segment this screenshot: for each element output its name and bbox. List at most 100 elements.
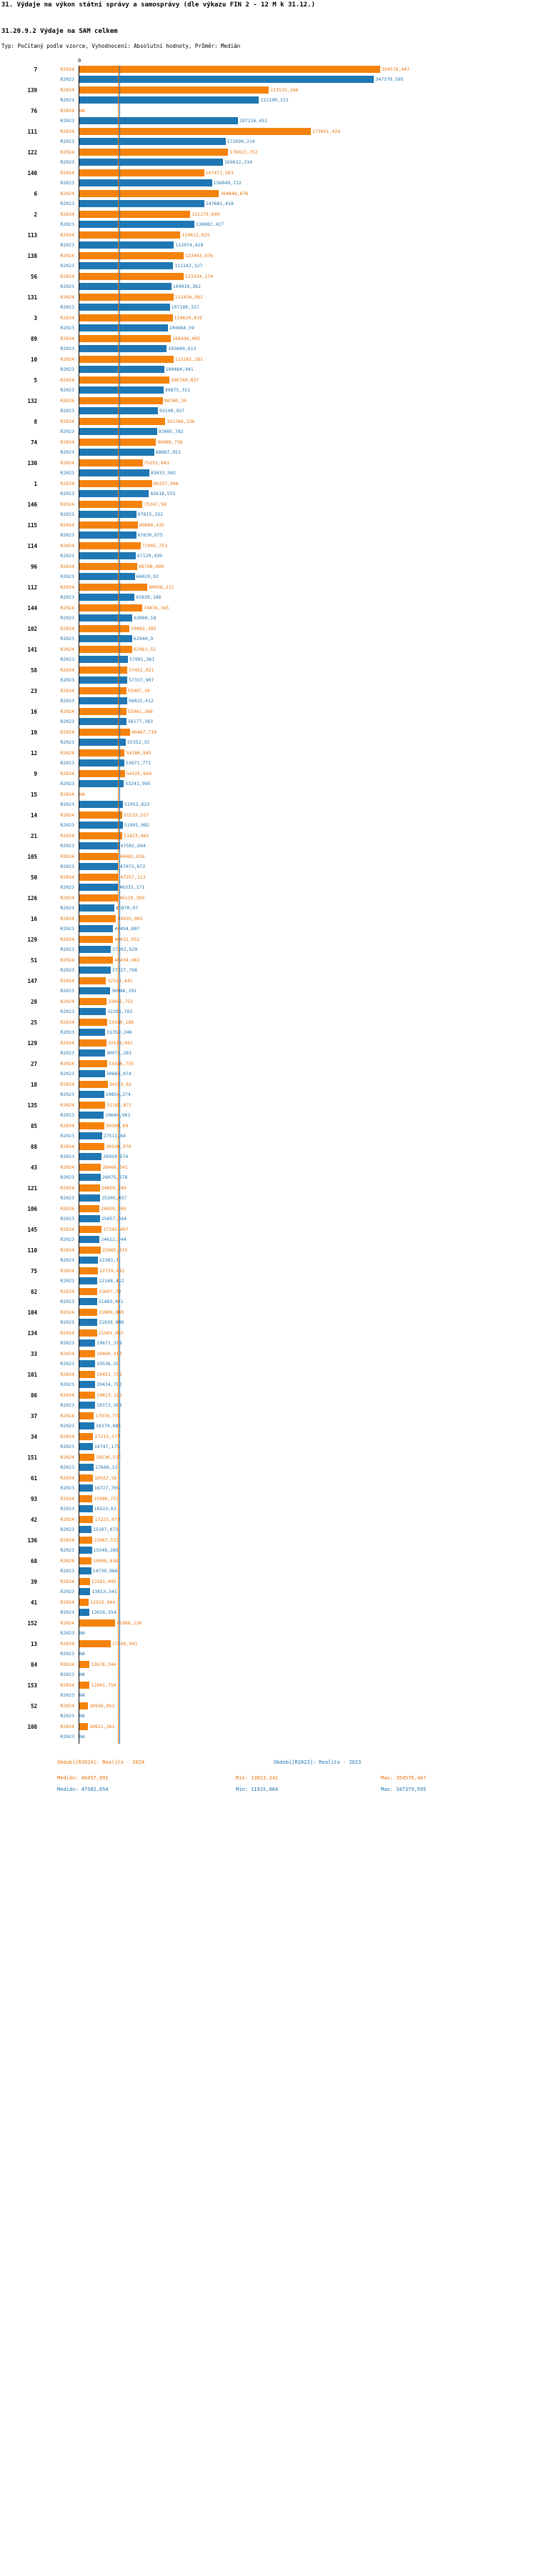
bar-row-r2023[interactable]: R2023 36946,291 bbox=[0, 987, 536, 994]
bar-r2023[interactable] bbox=[79, 904, 114, 912]
bar-row-r2023[interactable]: R2023 26959,574 bbox=[0, 1153, 536, 1160]
bar-r2023[interactable] bbox=[79, 1319, 98, 1326]
bar-row-r2024[interactable]: 43 R2024 26466,341 bbox=[0, 1164, 536, 1171]
bar-row-r2023[interactable]: R2023 109018,362 bbox=[0, 283, 536, 290]
bar-r2023[interactable] bbox=[79, 1484, 93, 1492]
bar-row-r2024[interactable]: 19 R2024 60467,719 bbox=[0, 729, 536, 736]
bar-r2024[interactable] bbox=[79, 625, 130, 632]
bar-row-r2024[interactable]: 21 R2024 51423,462 bbox=[0, 832, 536, 839]
bar-r2024[interactable] bbox=[79, 708, 126, 715]
bar-r2024[interactable] bbox=[79, 646, 132, 653]
bar-row-r2023[interactable]: R2023 NA bbox=[0, 1712, 536, 1719]
bar-r2023[interactable] bbox=[79, 884, 119, 891]
bar-row-r2024[interactable]: 135 R2024 31185,871 bbox=[0, 1102, 536, 1109]
bar-r2024[interactable] bbox=[79, 480, 152, 487]
bar-r2024[interactable] bbox=[79, 211, 191, 218]
bar-row-r2023[interactable]: R2023 41870,07 bbox=[0, 904, 536, 912]
bar-row-r2023[interactable]: R2023 169632,314 bbox=[0, 159, 536, 166]
bar-r2023[interactable] bbox=[79, 801, 123, 808]
bar-r2024[interactable] bbox=[79, 687, 126, 694]
bar-row-r2024[interactable]: 115 R2024 69686,435 bbox=[0, 521, 536, 529]
bar-r2024[interactable] bbox=[79, 853, 119, 860]
bar-r2023[interactable] bbox=[79, 449, 154, 456]
bar-row-r2024[interactable]: 105 R2024 46483,816 bbox=[0, 853, 536, 860]
bar-r2023[interactable] bbox=[79, 1049, 105, 1057]
bar-row-r2023[interactable]: R2023 19671,318 bbox=[0, 1339, 536, 1347]
bar-row-r2024[interactable]: 144 R2024 74876,345 bbox=[0, 604, 536, 611]
bar-row-r2023[interactable]: R2023 19434,792 bbox=[0, 1381, 536, 1388]
bar-row-r2023[interactable]: R2023 53671,771 bbox=[0, 759, 536, 767]
bar-row-r2024[interactable]: 10 R2024 111581,281 bbox=[0, 356, 536, 363]
bar-r2024[interactable] bbox=[79, 1039, 106, 1047]
bar-row-r2023[interactable]: R2023 172690,214 bbox=[0, 138, 536, 145]
bar-row-r2023[interactable]: R2023 65839,186 bbox=[0, 594, 536, 601]
bar-r2024[interactable] bbox=[79, 1392, 96, 1399]
bar-row-r2024[interactable]: 85 R2024 30289,69 bbox=[0, 1122, 536, 1129]
bar-r2023[interactable] bbox=[79, 469, 149, 476]
bar-r2023[interactable] bbox=[79, 967, 111, 974]
bar-row-r2023[interactable]: R2023 111142,327 bbox=[0, 262, 536, 269]
bar-row-r2023[interactable]: R2023 NA bbox=[0, 1650, 536, 1657]
bar-row-r2023[interactable]: R2023 25057,344 bbox=[0, 1215, 536, 1222]
bar-r2024[interactable] bbox=[79, 1205, 100, 1212]
bar-r2023[interactable] bbox=[79, 511, 137, 518]
bar-r2024[interactable] bbox=[79, 1102, 106, 1109]
bar-r2023[interactable] bbox=[79, 428, 157, 435]
bar-row-r2023[interactable]: R2023 46333,171 bbox=[0, 884, 536, 891]
bar-row-r2024[interactable]: 146 R2024 75167,58 bbox=[0, 501, 536, 508]
bar-r2023[interactable] bbox=[79, 304, 170, 311]
bar-row-r2024[interactable]: 51 R2024 40434,402 bbox=[0, 957, 536, 964]
bar-row-r2024[interactable]: 108 R2024 10911,381 bbox=[0, 1723, 536, 1730]
bar-row-r2023[interactable]: R2023 56177,363 bbox=[0, 718, 536, 725]
bar-r2024[interactable] bbox=[79, 1412, 94, 1419]
bar-r2024[interactable] bbox=[79, 252, 184, 259]
bar-r2023[interactable] bbox=[79, 200, 204, 207]
bar-row-r2023[interactable]: R2023 26075,678 bbox=[0, 1174, 536, 1181]
bar-r2024[interactable] bbox=[79, 604, 143, 611]
bar-r2024[interactable] bbox=[79, 1578, 90, 1585]
bar-r2024[interactable] bbox=[79, 128, 311, 135]
bar-r2023[interactable] bbox=[79, 1381, 96, 1388]
bar-row-r2023[interactable]: R2023 NA bbox=[0, 1733, 536, 1740]
bar-r2023[interactable] bbox=[79, 386, 164, 394]
bar-row-r2023[interactable]: R2023 37527,798 bbox=[0, 967, 536, 974]
bar-row-r2024[interactable]: 126 R2024 46129,399 bbox=[0, 894, 536, 902]
bar-row-r2024[interactable]: 15 R2024 NA bbox=[0, 791, 536, 798]
bar-r2024[interactable] bbox=[79, 1433, 94, 1440]
bar-row-r2024[interactable]: 153 R2024 12991,754 bbox=[0, 1682, 536, 1689]
bar-r2023[interactable] bbox=[79, 946, 111, 953]
bar-row-r2023[interactable]: R2023 18379,085 bbox=[0, 1422, 536, 1429]
bar-row-r2023[interactable]: R2023 19372,388 bbox=[0, 1402, 536, 1409]
bar-r2024[interactable] bbox=[79, 190, 219, 197]
bar-r2024[interactable] bbox=[79, 1640, 111, 1647]
bar-row-r2024[interactable]: 9 R2024 54325,669 bbox=[0, 770, 536, 777]
bar-r2024[interactable] bbox=[79, 1682, 90, 1689]
bar-row-r2024[interactable]: 8 R2024 101788,336 bbox=[0, 418, 536, 425]
bar-row-r2024[interactable]: 2 R2024 131279,649 bbox=[0, 211, 536, 218]
bar-row-r2023[interactable]: R2023 14739,966 bbox=[0, 1567, 536, 1574]
bar-r2023[interactable] bbox=[79, 1443, 93, 1450]
bar-r2024[interactable] bbox=[79, 335, 172, 342]
bar-r2024[interactable] bbox=[79, 812, 122, 819]
bar-r2024[interactable] bbox=[79, 1350, 96, 1357]
bar-row-r2023[interactable]: R2023 13020,554 bbox=[0, 1609, 536, 1616]
bar-row-r2024[interactable]: 58 R2024 57452,021 bbox=[0, 667, 536, 674]
bar-r2023[interactable] bbox=[79, 1464, 94, 1471]
bar-row-r2023[interactable]: R2023 55352,32 bbox=[0, 739, 536, 746]
bar-row-r2023[interactable]: R2023 16747,175 bbox=[0, 1443, 536, 1450]
bar-r2024[interactable] bbox=[79, 273, 184, 280]
bar-row-r2024[interactable]: 86 R2024 19623,125 bbox=[0, 1392, 536, 1399]
bar-r2024[interactable] bbox=[79, 667, 128, 674]
bar-r2023[interactable] bbox=[79, 345, 167, 352]
bar-row-r2024[interactable]: 23 R2024 55907,39 bbox=[0, 687, 536, 694]
bar-r2024[interactable] bbox=[79, 1599, 89, 1606]
bar-r2024[interactable] bbox=[79, 957, 114, 964]
bar-row-r2023[interactable]: R2023 67120,439 bbox=[0, 552, 536, 559]
bar-row-r2023[interactable]: R2023 107189,317 bbox=[0, 304, 536, 311]
bar-row-r2023[interactable]: R2023 347379,595 bbox=[0, 76, 536, 83]
bar-r2023[interactable] bbox=[79, 842, 119, 849]
bar-r2024[interactable] bbox=[79, 1309, 97, 1316]
bar-r2024[interactable] bbox=[79, 397, 163, 404]
bar-row-r2023[interactable]: R2023 66020,92 bbox=[0, 573, 536, 580]
bar-row-r2024[interactable]: 147 R2024 32321,441 bbox=[0, 977, 536, 984]
